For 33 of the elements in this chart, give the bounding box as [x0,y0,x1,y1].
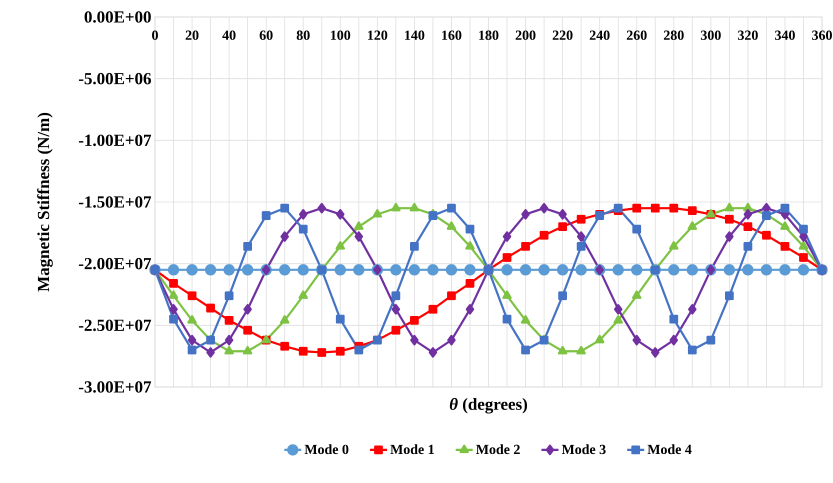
x-tick-label: 360 [812,30,832,40]
x-tick-label: 320 [738,30,758,40]
y-tick-label: -3.00E+07 [78,381,152,393]
x-tick-label: 120 [368,30,388,40]
x-tick-label: 160 [442,30,462,40]
y-tick-label: -5.00E+06 [78,72,151,84]
x-axis-title: θ (degrees) [450,398,528,414]
y-tick-label: -2.00E+07 [78,258,152,270]
x-tick-label: 180 [479,30,498,40]
legend-label: Mode 4 [648,444,692,454]
x-tick-label: 340 [775,30,795,40]
legend-label: Mode 1 [390,444,434,454]
x-tick-label: 60 [260,30,273,40]
x-tick-label: 200 [516,30,536,40]
x-tick-label: 280 [664,30,684,40]
x-tick-label: 300 [700,30,721,40]
y-tick-label: -1.00E+07 [78,134,152,146]
y-axis-title: Magnetic Stiffness (N/m) [37,112,53,292]
y-tick-label: 0.00E+00 [84,11,151,23]
y-tick-label: -1.50E+07 [78,196,152,208]
x-tick-label: 40 [222,30,236,40]
x-tick-label: 80 [296,30,310,40]
y-tick-label: -2.50E+07 [78,320,152,332]
x-tick-label: 100 [330,30,350,40]
x-tick-label: 0 [152,30,158,40]
legend-label: Mode 0 [304,444,348,454]
x-tick-label: 220 [552,30,573,40]
x-tick-label: 140 [405,30,424,40]
x-tick-label: 260 [626,30,647,40]
x-tick-label: 240 [590,30,610,40]
x-tick-label: 20 [186,30,198,40]
legend-label: Mode 3 [562,444,606,454]
legend-label: Mode 2 [476,444,520,454]
